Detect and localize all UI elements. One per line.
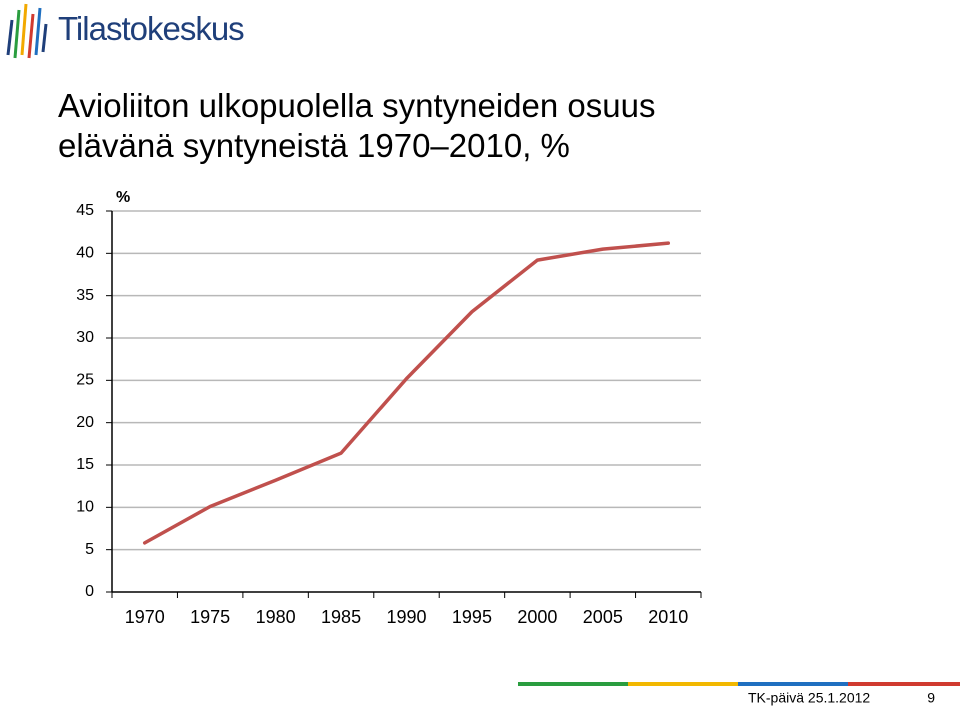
y-axis-label: % bbox=[116, 189, 130, 206]
y-tick-label: 5 bbox=[85, 541, 94, 558]
logo-icon bbox=[6, 3, 48, 59]
x-tick-label: 1980 bbox=[256, 607, 296, 627]
x-tick-label: 1975 bbox=[190, 607, 230, 627]
x-tick-label: 2000 bbox=[517, 607, 557, 627]
chart-title: Avioliiton ulkopuolella syntyneiden osuu… bbox=[58, 87, 656, 164]
footer-text: TK-päivä 25.1.2012 bbox=[748, 690, 870, 706]
logo-text: Tilastokeskus bbox=[58, 10, 245, 47]
y-tick-label: 25 bbox=[76, 372, 94, 389]
y-tick-label: 20 bbox=[76, 414, 94, 431]
x-tick-label: 1985 bbox=[321, 607, 361, 627]
y-tick-label: 45 bbox=[76, 202, 94, 219]
data-line bbox=[142, 241, 671, 545]
x-tick-label: 2005 bbox=[583, 607, 623, 627]
y-tick-label: 10 bbox=[76, 499, 94, 516]
y-tick-label: 30 bbox=[76, 329, 94, 346]
x-tick-label: 2010 bbox=[648, 607, 688, 627]
y-tick-label: 40 bbox=[76, 245, 94, 262]
y-tick-label: 0 bbox=[85, 583, 94, 600]
x-tick-label: 1995 bbox=[452, 607, 492, 627]
x-tick-label: 1970 bbox=[125, 607, 165, 627]
y-tick-label: 35 bbox=[76, 287, 94, 304]
x-tick-label: 1990 bbox=[386, 607, 426, 627]
y-tick-label: 15 bbox=[76, 456, 94, 473]
page-number: 9 bbox=[927, 690, 935, 706]
